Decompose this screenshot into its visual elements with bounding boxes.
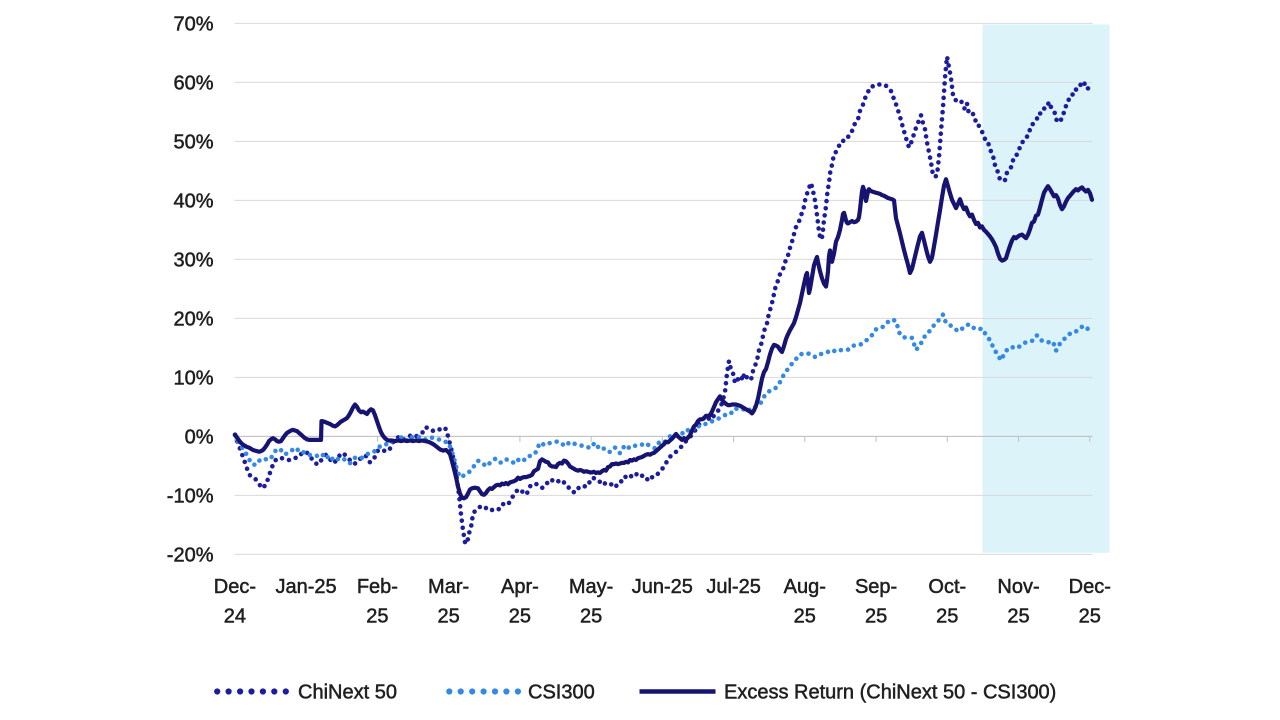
svg-text:Dec-: Dec-	[1069, 576, 1111, 598]
svg-text:25: 25	[794, 606, 816, 628]
svg-text:25: 25	[1079, 606, 1101, 628]
svg-text:50%: 50%	[173, 131, 213, 153]
svg-text:25: 25	[1007, 606, 1029, 628]
svg-text:Jun-25: Jun-25	[632, 576, 693, 598]
svg-text:-10%: -10%	[167, 485, 214, 507]
svg-text:25: 25	[509, 606, 531, 628]
svg-text:Sep-: Sep-	[855, 576, 897, 598]
svg-text:Feb-: Feb-	[357, 576, 398, 598]
svg-text:40%: 40%	[173, 190, 213, 212]
svg-text:Apr-: Apr-	[501, 576, 539, 598]
svg-text:60%: 60%	[173, 72, 213, 94]
svg-text:Mar-: Mar-	[428, 576, 469, 598]
svg-text:Excess Return (ChiNext 50 - CS: Excess Return (ChiNext 50 - CSI300)	[724, 682, 1056, 704]
svg-text:10%: 10%	[173, 367, 213, 389]
svg-text:ChiNext 50: ChiNext 50	[298, 682, 397, 704]
svg-text:25: 25	[580, 606, 602, 628]
svg-text:-20%: -20%	[167, 544, 214, 566]
svg-text:Nov-: Nov-	[997, 576, 1039, 598]
svg-text:30%: 30%	[173, 249, 213, 271]
svg-text:25: 25	[936, 606, 958, 628]
svg-text:CSI300: CSI300	[528, 682, 595, 704]
svg-text:Oct-: Oct-	[928, 576, 966, 598]
svg-text:Aug-: Aug-	[784, 576, 826, 598]
svg-text:25: 25	[366, 606, 388, 628]
svg-text:25: 25	[437, 606, 459, 628]
svg-text:Jan-25: Jan-25	[276, 576, 337, 598]
svg-text:Jul-25: Jul-25	[706, 576, 760, 598]
svg-text:25: 25	[865, 606, 887, 628]
svg-text:70%: 70%	[173, 13, 213, 35]
svg-text:0%: 0%	[185, 426, 214, 448]
svg-text:20%: 20%	[173, 308, 213, 330]
svg-text:Dec-: Dec-	[214, 576, 256, 598]
svg-text:24: 24	[224, 606, 246, 628]
svg-text:May-: May-	[569, 576, 613, 598]
